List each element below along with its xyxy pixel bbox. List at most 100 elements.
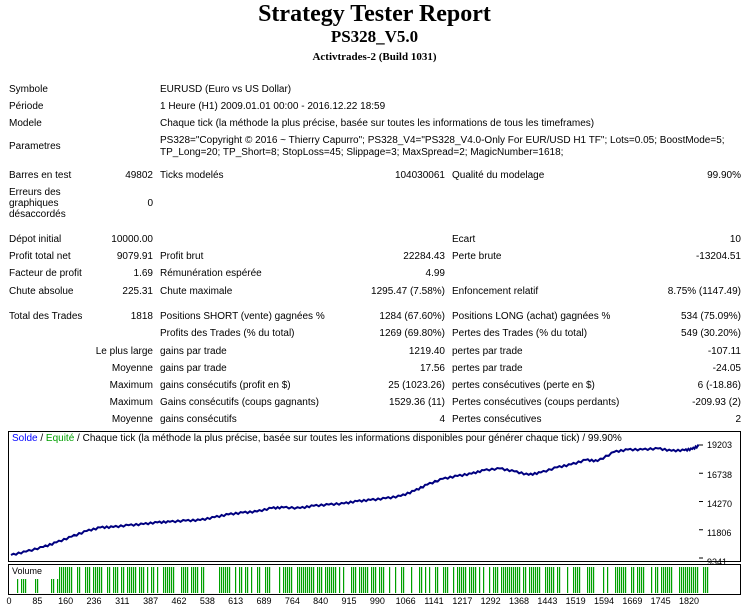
volume-bar — [683, 567, 685, 593]
volume-bar — [59, 567, 61, 593]
volume-bar — [577, 567, 579, 593]
volume-bar — [53, 579, 55, 593]
short-positions-label: Positions SHORT (vente) gagnées % — [160, 311, 325, 322]
net-profit-value: 9079.91 — [116, 251, 153, 262]
x-tick-label: 689 — [256, 596, 272, 606]
balance-chart-svg — [10, 444, 703, 559]
maximal-consecutive-profit-label: Gains consécutifs (coups gagnants) — [160, 397, 319, 408]
volume-bar — [93, 567, 95, 593]
ticks-label: Ticks modelés — [160, 170, 224, 181]
volume-bar — [163, 567, 165, 593]
expected-payoff-label: Rémunération espérée — [160, 268, 262, 279]
gross-profit-label: Profit brut — [160, 251, 204, 262]
errors-label-1: Erreurs des — [9, 187, 61, 198]
average-consecutive-losses-value: 2 — [735, 414, 741, 425]
volume-bar — [307, 567, 309, 593]
volume-bar — [685, 567, 687, 593]
volume-bar — [321, 567, 323, 593]
volume-bar — [311, 567, 313, 593]
volume-bar — [191, 567, 193, 593]
bars-label: Barres en test — [9, 170, 72, 181]
volume-bar — [657, 567, 659, 593]
volume-bar — [511, 567, 513, 593]
volume-bar — [457, 567, 459, 593]
volume-bar — [687, 567, 689, 593]
short-positions-value: 1284 (67.60%) — [379, 311, 445, 322]
volume-bar — [587, 567, 589, 593]
average-consecutive-wins-label: gains consécutifs — [160, 414, 237, 425]
volume-bar — [359, 567, 361, 593]
ea-name: PS328_V5.0 — [330, 27, 419, 46]
x-tick-label: 1519 — [565, 596, 586, 606]
total-trades-label: Total des Trades — [9, 311, 83, 322]
volume-bar — [185, 567, 187, 593]
volume-bar — [435, 567, 437, 593]
volume-bar — [165, 567, 167, 593]
volume-bar — [229, 567, 231, 593]
volume-bar — [285, 567, 287, 593]
volume-bar — [123, 567, 125, 593]
average-label: Moyenne — [111, 363, 153, 374]
volume-bar — [79, 567, 81, 593]
max-consecutive-wins-label: gains consécutifs (profit en $) — [160, 380, 291, 391]
gross-loss-label: Perte brute — [452, 251, 502, 262]
volume-bar — [493, 567, 495, 593]
volume-bar — [459, 567, 461, 593]
long-positions-label: Positions LONG (achat) gagnées % — [452, 311, 611, 322]
volume-bar — [705, 567, 707, 593]
params-label: Parametres — [9, 141, 61, 152]
x-tick-label: 613 — [228, 596, 244, 606]
volume-bar — [375, 567, 377, 593]
volume-bar — [551, 567, 553, 593]
volume-bar — [251, 567, 253, 593]
profit-trades-value: 1269 (69.80%) — [379, 328, 445, 339]
volume-bar — [681, 567, 683, 593]
volume-bar — [259, 567, 261, 593]
x-tick-label: 387 — [143, 596, 159, 606]
period-value: 1 Heure (H1) 2009.01.01 00:00 - 2016.12.… — [160, 101, 386, 112]
volume-bar — [575, 567, 577, 593]
y-tick-label: 11806 — [707, 528, 732, 538]
x-tick-label: 1217 — [452, 596, 473, 606]
volume-bar — [567, 567, 569, 593]
volume-bar — [197, 567, 199, 593]
volume-bar — [707, 567, 709, 593]
x-tick-label: 915 — [341, 596, 357, 606]
volume-bar — [619, 567, 621, 593]
maximal-consecutive-loss-label: Pertes consécutives (coups perdants) — [452, 397, 620, 408]
total-trades-value: 1818 — [130, 311, 153, 322]
chart-legend: Solde / Equité / Chaque tick (la méthode… — [12, 433, 622, 445]
volume-bar — [309, 567, 311, 593]
volume-bar — [339, 567, 341, 593]
volume-bar — [523, 567, 525, 593]
volume-bar — [299, 567, 301, 593]
volume-bar — [473, 567, 475, 593]
max-consecutive-losses-label: pertes consécutives (perte en $) — [452, 380, 595, 391]
volume-bar — [421, 567, 423, 593]
loss-trades-label: Pertes des Trades (% du total) — [452, 328, 588, 339]
volume-bar — [71, 567, 73, 593]
x-tick-label: 0 — [6, 596, 12, 606]
expected-payoff-value: 4.99 — [425, 268, 445, 279]
volume-bar — [425, 567, 427, 593]
volume-bar — [287, 567, 289, 593]
volume-bar — [247, 567, 249, 593]
y-tick-label: 16738 — [707, 470, 733, 480]
volume-bar — [245, 567, 247, 593]
volume-bar — [343, 567, 345, 593]
model-value: Chaque tick (la méthode la plus précise,… — [160, 118, 595, 129]
model-label: Modele — [9, 118, 42, 129]
x-tick-label: 85 — [32, 596, 43, 606]
bars-value: 49802 — [125, 170, 153, 181]
x-tick-label: 1669 — [622, 596, 643, 606]
volume-bar — [181, 567, 183, 593]
volume-bar — [363, 567, 365, 593]
x-tick-label: 462 — [171, 596, 187, 606]
volume-bar — [679, 567, 681, 593]
initial-deposit-value: 10000.00 — [111, 234, 153, 245]
volume-bar — [57, 579, 59, 593]
x-tick-label: 538 — [199, 596, 215, 606]
volume-bar — [445, 567, 447, 593]
volume-bar — [89, 567, 91, 593]
y-tick-label: 9341 — [707, 557, 728, 567]
